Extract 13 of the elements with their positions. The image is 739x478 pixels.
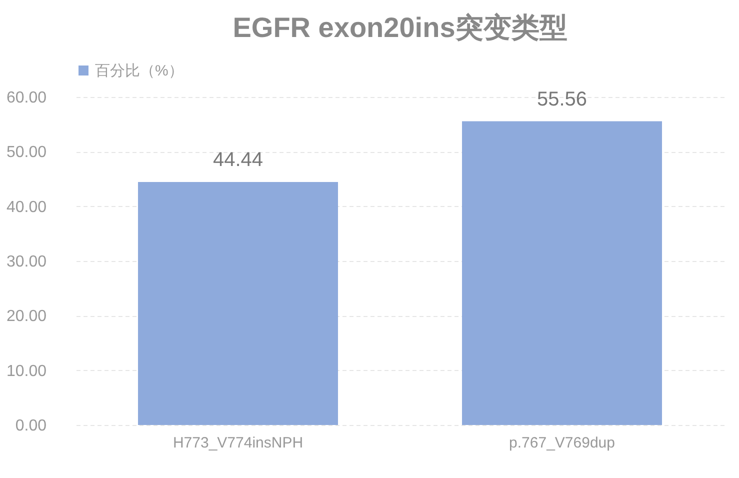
y-tick-label: 40.00 xyxy=(6,198,47,216)
y-tick-label: 50.00 xyxy=(6,144,47,162)
y-tick-label: 60.00 xyxy=(6,90,47,106)
data-label: 44.44 xyxy=(212,149,264,172)
y-tick-label: 30.00 xyxy=(6,254,47,270)
x-tick-label: H773_V774insNPH xyxy=(172,434,304,452)
y-tick-label: 0.00 xyxy=(15,418,47,434)
y-tick-label: 10.00 xyxy=(6,362,47,380)
chart-title: EGFR exon20ins突变类型 xyxy=(232,12,568,43)
x-tick-label: p.767_V769dup xyxy=(509,434,615,452)
y-tick-label: 20.00 xyxy=(6,308,47,326)
data-label: 55.56 xyxy=(536,88,588,110)
legend-label: 百分比（%） xyxy=(95,62,184,80)
